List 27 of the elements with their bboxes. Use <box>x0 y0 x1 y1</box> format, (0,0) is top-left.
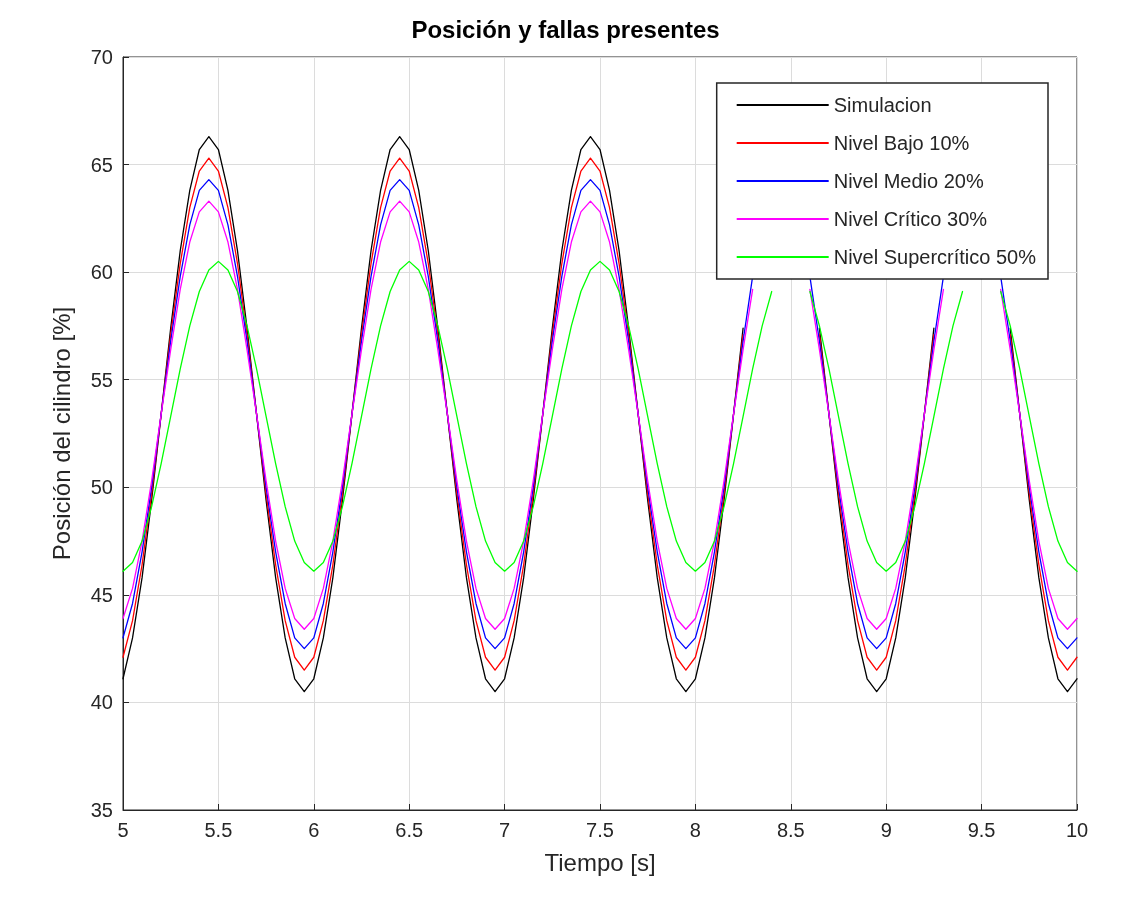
x-tick-label: 6.5 <box>395 819 424 841</box>
legend-label: Nivel Bajo 10% <box>833 132 970 154</box>
y-tick-label: 70 <box>90 46 113 68</box>
legend-label: Nivel Medio 20% <box>833 170 984 192</box>
y-axis-title: Posición del cilindro [%] <box>47 306 75 561</box>
y-tick-label: 55 <box>90 368 113 391</box>
legend-label: Simulacion <box>833 94 932 116</box>
y-tick-label: 40 <box>90 691 113 714</box>
x-tick-label: 8.5 <box>776 819 805 841</box>
y-tick-label: 60 <box>90 261 113 284</box>
x-axis-title: Tiempo [s] <box>544 848 656 876</box>
x-tick-label: 10 <box>1065 819 1089 841</box>
x-tick-label: 7 <box>499 819 511 841</box>
chart-title: Posición y fallas presentes <box>411 15 720 43</box>
x-tick-label: 9 <box>880 819 892 841</box>
x-tick-label: 5.5 <box>204 819 233 841</box>
x-tick-label: 5 <box>117 819 129 841</box>
y-tick-label: 45 <box>90 583 113 606</box>
y-tick-label: 50 <box>90 476 113 499</box>
y-tick-label: 65 <box>90 153 113 176</box>
x-tick-label: 8 <box>689 819 701 841</box>
legend-label: Nivel Crítico 30% <box>833 208 988 230</box>
x-tick-label: 6 <box>308 819 320 841</box>
x-tick-label: 9.5 <box>967 819 996 841</box>
legend-label: Nivel Supercrítico 50% <box>833 246 1037 268</box>
y-tick-label: 35 <box>90 799 113 821</box>
x-tick-label: 7.5 <box>586 819 614 841</box>
